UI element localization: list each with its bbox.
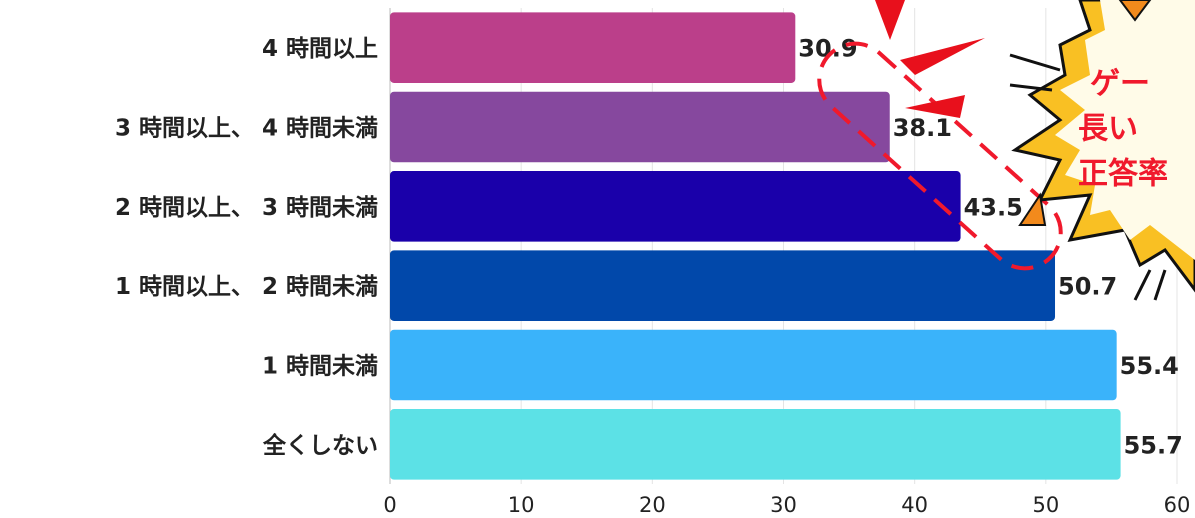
burst-line bbox=[1133, 269, 1152, 301]
highlight-outline bbox=[817, 41, 1063, 271]
annotation: 長い bbox=[1078, 112, 1138, 147]
bar bbox=[390, 171, 961, 242]
category-label: 2 時間以上、 3 時間未満 bbox=[115, 195, 378, 221]
spike bbox=[905, 95, 965, 118]
x-tick-label: 0 bbox=[383, 493, 396, 517]
category-label: 1 時間以上、 2 時間未満 bbox=[115, 274, 378, 300]
x-tick-label: 50 bbox=[1032, 493, 1059, 517]
bar bbox=[390, 91, 890, 163]
bar bbox=[390, 250, 1056, 321]
starburst-inner bbox=[1055, 0, 1195, 260]
x-tick-label: 60 bbox=[1164, 493, 1191, 517]
tip bbox=[1018, 192, 1047, 226]
category-label: 全くしない bbox=[262, 432, 378, 459]
annotation: 正答率 bbox=[1078, 157, 1168, 192]
x-tick-label: 20 bbox=[639, 493, 666, 517]
tip bbox=[1118, 0, 1152, 22]
x-tick-label: 10 bbox=[508, 493, 535, 517]
spike bbox=[875, 0, 905, 40]
bars: 30.938.143.550.755.455.7 bbox=[390, 12, 1183, 480]
burst-line bbox=[1009, 53, 1061, 72]
value-label: 50.7 bbox=[1058, 273, 1117, 301]
value-label: 43.5 bbox=[964, 193, 1023, 221]
bar bbox=[390, 329, 1117, 401]
x-tick-label: 30 bbox=[770, 493, 797, 517]
value-label: 55.4 bbox=[1120, 352, 1179, 380]
x-tick-label: 40 bbox=[901, 493, 928, 517]
burst-line bbox=[1009, 83, 1053, 92]
bar bbox=[390, 409, 1121, 480]
category-label: 3 時間以上、 4 時間未満 bbox=[115, 116, 378, 142]
burst-line bbox=[1153, 269, 1167, 301]
value-label: 38.1 bbox=[893, 114, 952, 142]
category-label: 1 時間未満 bbox=[262, 354, 378, 380]
category-label: 4 時間以上 bbox=[262, 36, 378, 62]
spike bbox=[900, 38, 985, 75]
bar bbox=[390, 12, 796, 83]
value-label: 55.7 bbox=[1124, 431, 1183, 459]
annotation: ゲー bbox=[1090, 67, 1150, 102]
